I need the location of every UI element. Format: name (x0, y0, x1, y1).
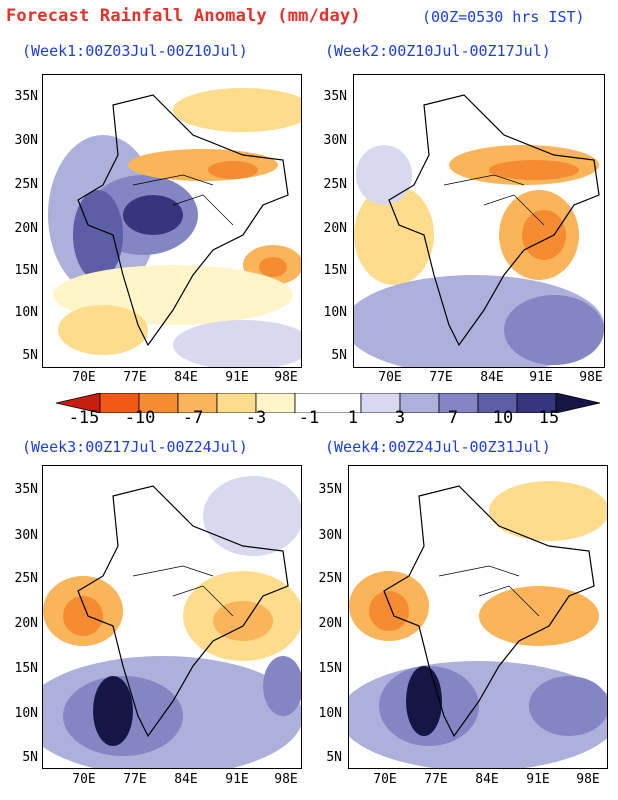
lat-label-25n: 25N (14, 571, 38, 586)
lon-label-84e: 84E (480, 370, 504, 385)
lat-label-20n: 20N (318, 616, 342, 631)
lat-label-15n: 15N (318, 661, 342, 676)
lat-label-30n: 30N (318, 528, 342, 543)
lon-label-70e: 70E (72, 772, 96, 787)
lat-label-20n: 20N (14, 616, 38, 631)
week3-label: (Week3:00Z17Jul-00Z24Jul) (22, 438, 248, 456)
lat-label-15n: 15N (323, 263, 347, 278)
week2-map (353, 74, 605, 368)
colorbar-label: -3 (245, 408, 267, 428)
lat-label-30n: 30N (14, 528, 38, 543)
lat-label-30n: 30N (14, 133, 38, 148)
lon-label-98e: 98E (576, 772, 600, 787)
colorbar (56, 393, 600, 413)
week3-map (42, 465, 302, 769)
lat-label-30n: 30N (323, 133, 347, 148)
lon-label-84e: 84E (475, 772, 499, 787)
lon-label-77e: 77E (424, 772, 448, 787)
lat-label-35n: 35N (14, 482, 38, 497)
colorbar-label: -10 (124, 408, 156, 428)
lon-label-70e: 70E (72, 370, 96, 385)
lat-label-35n: 35N (323, 89, 347, 104)
lat-label-5n: 5N (22, 348, 38, 363)
lon-label-91e: 91E (225, 772, 249, 787)
lon-label-91e: 91E (529, 370, 553, 385)
colorbar-label: 7 (447, 408, 459, 428)
lat-label-25n: 25N (323, 177, 347, 192)
lon-label-98e: 98E (274, 772, 298, 787)
time-note: (00Z=0530 hrs IST) (422, 8, 585, 26)
colorbar-label: -7 (182, 408, 204, 428)
colorbar-label: 15 (538, 408, 560, 428)
colorbar-label: -15 (68, 408, 100, 428)
lat-label-5n: 5N (326, 750, 342, 765)
colorbar-label: 3 (394, 408, 406, 428)
figure-title: Forecast Rainfall Anomaly (mm/day) (6, 6, 361, 26)
lat-label-35n: 35N (14, 89, 38, 104)
week4-label: (Week4:00Z24Jul-00Z31Jul) (325, 438, 551, 456)
lat-label-20n: 20N (323, 221, 347, 236)
lon-label-70e: 70E (373, 772, 397, 787)
colorbar-label: 10 (492, 408, 514, 428)
lat-label-20n: 20N (14, 221, 38, 236)
lon-label-77e: 77E (429, 370, 453, 385)
lat-label-25n: 25N (318, 571, 342, 586)
lon-label-91e: 91E (225, 370, 249, 385)
colorbar-right-arrow (555, 393, 600, 413)
lat-label-15n: 15N (14, 661, 38, 676)
lon-label-98e: 98E (579, 370, 603, 385)
lat-label-10n: 10N (14, 706, 38, 721)
lat-label-5n: 5N (331, 348, 347, 363)
lon-label-84e: 84E (174, 370, 198, 385)
week4-map (348, 465, 608, 769)
colorbar-label: 1 (347, 408, 359, 428)
lat-label-35n: 35N (318, 482, 342, 497)
lat-label-10n: 10N (14, 305, 38, 320)
colorbar-label: -1 (298, 408, 320, 428)
week2-label: (Week2:00Z10Jul-00Z17Jul) (325, 42, 551, 60)
lon-label-70e: 70E (378, 370, 402, 385)
week1-label: (Week1:00Z03Jul-00Z10Jul) (22, 42, 248, 60)
lat-label-15n: 15N (14, 263, 38, 278)
lon-label-98e: 98E (274, 370, 298, 385)
lat-label-25n: 25N (14, 177, 38, 192)
lat-label-5n: 5N (22, 750, 38, 765)
lat-label-10n: 10N (318, 706, 342, 721)
lat-label-10n: 10N (323, 305, 347, 320)
lon-label-77e: 77E (123, 772, 147, 787)
lon-label-77e: 77E (123, 370, 147, 385)
lon-label-91e: 91E (526, 772, 550, 787)
lon-label-84e: 84E (174, 772, 198, 787)
week1-map (42, 74, 302, 368)
